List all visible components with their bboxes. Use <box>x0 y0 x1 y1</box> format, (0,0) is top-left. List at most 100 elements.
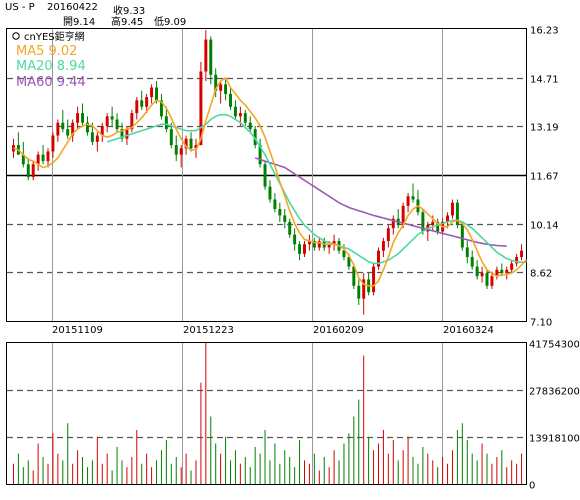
candle-body <box>105 116 109 126</box>
watermark: cnYES鉅亨網 <box>12 30 85 43</box>
candle-body <box>273 199 277 210</box>
candle-body <box>209 39 213 75</box>
candle-body <box>446 215 450 222</box>
candle-body <box>278 209 282 216</box>
candle-body <box>95 135 99 142</box>
price-tick-label: 16.23 <box>530 26 559 37</box>
candle-body <box>238 113 242 117</box>
candle-body <box>140 100 144 107</box>
candle-body <box>36 154 40 165</box>
candle-body <box>288 221 292 235</box>
candle-body <box>71 122 75 136</box>
candle-body <box>66 129 70 136</box>
candle-body <box>347 257 351 267</box>
candle-body <box>199 71 203 146</box>
candle-body <box>362 279 366 299</box>
candle-body <box>100 125 104 136</box>
candle-body <box>135 100 139 114</box>
x-tick-label: 20151109 <box>52 325 103 336</box>
candle-body <box>495 269 499 277</box>
candle-body <box>169 129 173 146</box>
candle-body <box>224 84 228 94</box>
candle-body <box>352 266 356 286</box>
candle-body <box>465 247 469 258</box>
open-label: 開9.14 <box>63 17 96 28</box>
candle-body <box>11 145 15 152</box>
candle-body <box>406 196 410 206</box>
candle-body <box>332 241 336 245</box>
volume-tick-label: 13918100 <box>529 434 580 445</box>
volume-y-axis: 41754300 27836200 13918100 0 <box>529 340 580 492</box>
candle-body <box>204 39 208 72</box>
candle-body <box>460 225 464 248</box>
candle-body <box>194 145 198 149</box>
candle-body <box>327 244 331 248</box>
candle-body <box>26 164 30 178</box>
candle-body <box>41 154 45 162</box>
candle-body <box>515 257 519 264</box>
candle-body <box>357 285 361 299</box>
candle-body <box>164 116 168 130</box>
candle-body <box>298 244 302 254</box>
candle-body <box>155 87 158 101</box>
candle-body <box>342 250 346 258</box>
candle-body <box>401 205 405 226</box>
candle-body <box>377 250 380 267</box>
candle-body <box>174 145 178 155</box>
candle-body <box>386 228 390 242</box>
candle-body <box>31 164 35 178</box>
candle-body <box>490 276 494 286</box>
close-label: 收9.33 <box>113 6 146 17</box>
candle-body <box>421 212 425 232</box>
legend: MA5 9.02 MA20 8.94 MA60 9.44 <box>16 44 86 90</box>
price-y-axis: 16.23 14.71 13.19 11.67 10.14 8.62 7.10 <box>530 26 559 329</box>
candle-body <box>268 186 272 200</box>
candle-body <box>81 113 85 123</box>
price-tick-label: 10.14 <box>530 221 559 232</box>
price-tick-label: 14.71 <box>530 75 559 86</box>
date-label: 20160422 <box>47 2 98 13</box>
volume-grid <box>7 343 526 484</box>
candlesticks <box>11 29 524 315</box>
high-label: 高9.45 <box>111 17 144 28</box>
legend-ma60: MA60 9.44 <box>16 75 86 90</box>
candle-body <box>243 113 247 123</box>
candle-body <box>505 269 509 274</box>
symbol-label: US - P <box>5 2 35 13</box>
candle-body <box>293 234 297 245</box>
candle-body <box>145 97 149 107</box>
candle-body <box>455 202 459 226</box>
candle-body <box>436 221 440 232</box>
candle-body <box>219 84 223 91</box>
candle-body <box>233 106 237 117</box>
candle-body <box>372 266 376 293</box>
candle-body <box>391 218 395 229</box>
volume-panel-frame <box>6 342 527 485</box>
candle-body <box>520 250 524 258</box>
candle-body <box>470 257 474 267</box>
candle-body <box>510 263 514 270</box>
candle-body <box>307 241 311 245</box>
candle-body <box>317 241 321 248</box>
candle-body <box>110 116 114 120</box>
candle-body <box>253 129 257 146</box>
candle-body <box>189 138 193 149</box>
candle-body <box>450 202 454 216</box>
candle-body <box>179 148 183 155</box>
legend-ma5: MA5 9.02 <box>16 44 77 59</box>
candle-body <box>248 122 252 130</box>
moving-average-lines <box>13 76 528 287</box>
x-tick-label: 20160324 <box>443 325 494 336</box>
candle-body <box>214 74 218 91</box>
candle-body <box>480 273 484 277</box>
candle-body <box>159 100 163 117</box>
candle-body <box>61 122 65 130</box>
candle-body <box>56 122 60 136</box>
candle-body <box>475 266 479 277</box>
ma60-line <box>254 157 507 247</box>
candle-body <box>85 122 89 133</box>
volume-tick-label: 27836200 <box>529 387 580 398</box>
price-tick-label: 11.67 <box>530 172 559 183</box>
copyright-icon <box>12 32 20 40</box>
